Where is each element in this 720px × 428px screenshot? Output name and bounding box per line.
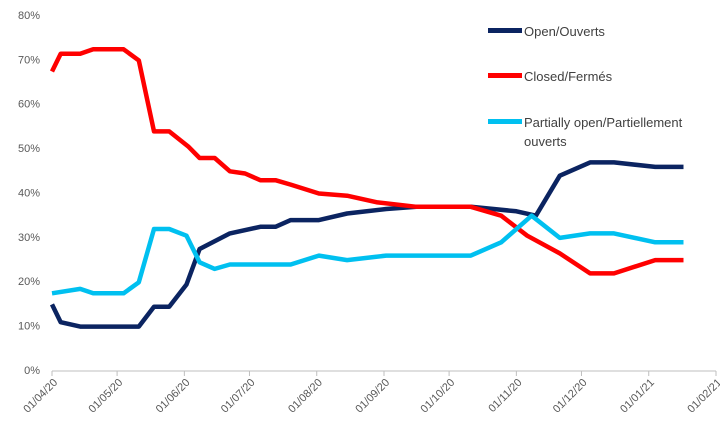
y-tick-label: 40% <box>18 187 40 199</box>
legend-item: Closed/Fermés <box>488 67 720 86</box>
x-tick-label: 01/04/20 <box>21 377 60 416</box>
legend-swatch <box>488 73 522 78</box>
x-tick-label: 01/10/20 <box>419 377 458 416</box>
x-tick-label: 01/01/21 <box>618 377 657 416</box>
x-tick-label: 01/06/20 <box>154 377 193 416</box>
x-tick-label: 01/08/20 <box>286 377 325 416</box>
x-tick-label: 01/12/20 <box>551 377 590 416</box>
y-tick-label: 50% <box>18 143 40 155</box>
legend-label: Partially open/Partiellement ouverts <box>524 115 683 149</box>
legend-swatch <box>488 119 522 124</box>
legend-item: Open/Ouverts <box>488 22 720 41</box>
series-line <box>49 47 684 276</box>
x-tick-label: 01/11/20 <box>486 377 524 415</box>
legend-label: Closed/Fermés <box>524 69 613 84</box>
y-tick-label: 70% <box>18 54 40 66</box>
x-tick-label: 01/02/21 <box>685 377 720 416</box>
x-tick-label: 01/09/20 <box>353 377 392 416</box>
legend-item: Partially open/Partiellement ouverts <box>488 113 720 151</box>
legend-label: Open/Ouverts <box>524 24 605 39</box>
x-tick-label: 01/07/20 <box>219 377 258 416</box>
y-tick-label: 30% <box>18 232 40 244</box>
y-tick-label: 0% <box>24 365 40 377</box>
x-tick-label: 01/05/20 <box>87 377 126 416</box>
y-tick-label: 10% <box>18 321 40 333</box>
y-tick-label: 80% <box>18 10 40 22</box>
series-line <box>49 160 684 329</box>
y-tick-label: 20% <box>18 276 40 288</box>
y-tick-label: 60% <box>18 99 40 111</box>
series-line <box>51 213 684 296</box>
legend-swatch <box>488 28 522 33</box>
